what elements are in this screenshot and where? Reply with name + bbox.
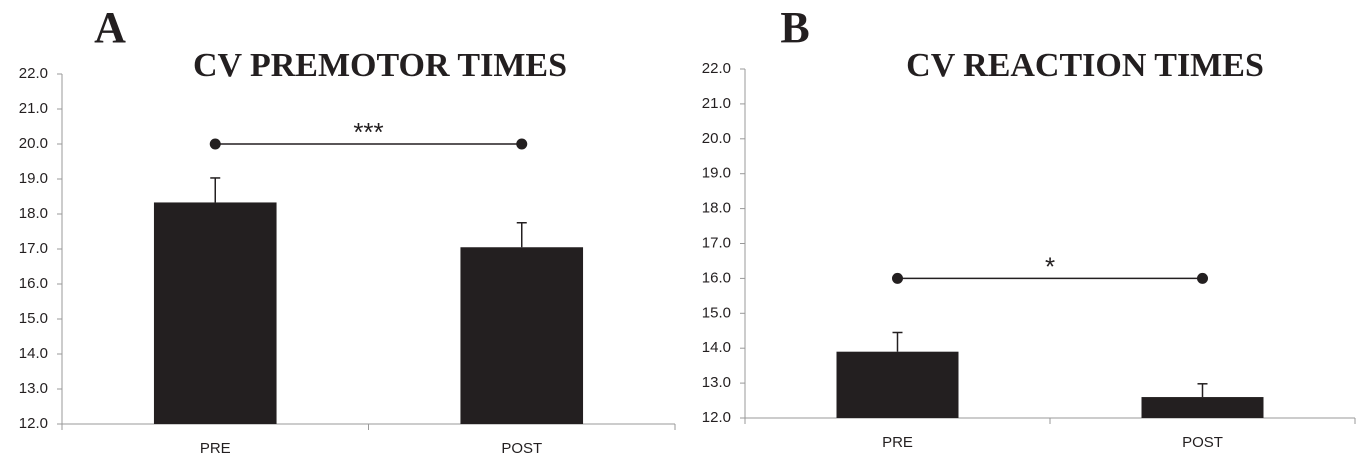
y-tick-label: 15.0	[702, 304, 731, 321]
y-tick-label: 22.0	[702, 60, 731, 77]
y-tick-label: 16.0	[19, 275, 48, 292]
y-tick-label: 20.0	[702, 130, 731, 147]
panel-label: B	[780, 3, 809, 52]
significance-dot	[1197, 272, 1208, 284]
y-tick-label: 22.0	[19, 65, 48, 82]
y-tick-label: 13.0	[702, 374, 731, 391]
bar	[460, 247, 584, 424]
significance-label: ***	[353, 117, 383, 147]
y-tick-label: 16.0	[702, 269, 731, 286]
bar	[836, 351, 959, 418]
significance-dot	[516, 138, 528, 150]
bar	[153, 202, 277, 424]
x-tick-label: PRE	[200, 440, 231, 456]
y-tick-label: 21.0	[702, 95, 731, 112]
x-tick-label: PRE	[882, 434, 913, 451]
y-tick-label: 13.0	[19, 380, 48, 397]
y-tick-label: 12.0	[702, 409, 731, 426]
y-tick-label: 17.0	[19, 240, 48, 257]
y-tick-label: 14.0	[19, 345, 48, 362]
error-bar	[892, 331, 903, 352]
significance-dot	[209, 138, 221, 150]
panel-label: A	[94, 3, 126, 52]
y-tick-label: 19.0	[19, 170, 48, 187]
significance-label: *	[1045, 251, 1055, 281]
y-tick-label: 21.0	[19, 100, 48, 117]
y-tick-label: 15.0	[19, 310, 48, 327]
y-tick-label: 17.0	[702, 234, 731, 251]
chart-title: CV REACTION TIMES	[906, 47, 1264, 84]
error-bar	[210, 177, 221, 203]
y-tick-label: 18.0	[702, 200, 731, 217]
error-bar	[516, 222, 527, 248]
y-tick-label: 14.0	[702, 339, 731, 356]
x-tick-label: POST	[1182, 434, 1223, 451]
significance-dot	[892, 272, 903, 284]
bar	[1141, 397, 1264, 418]
chart-title: CV PREMOTOR TIMES	[193, 47, 567, 84]
y-tick-label: 19.0	[702, 165, 731, 182]
y-tick-label: 12.0	[19, 415, 48, 432]
y-tick-label: 20.0	[19, 135, 48, 152]
y-tick-label: 18.0	[19, 205, 48, 222]
x-tick-label: POST	[501, 440, 542, 456]
error-bar	[1197, 383, 1208, 398]
